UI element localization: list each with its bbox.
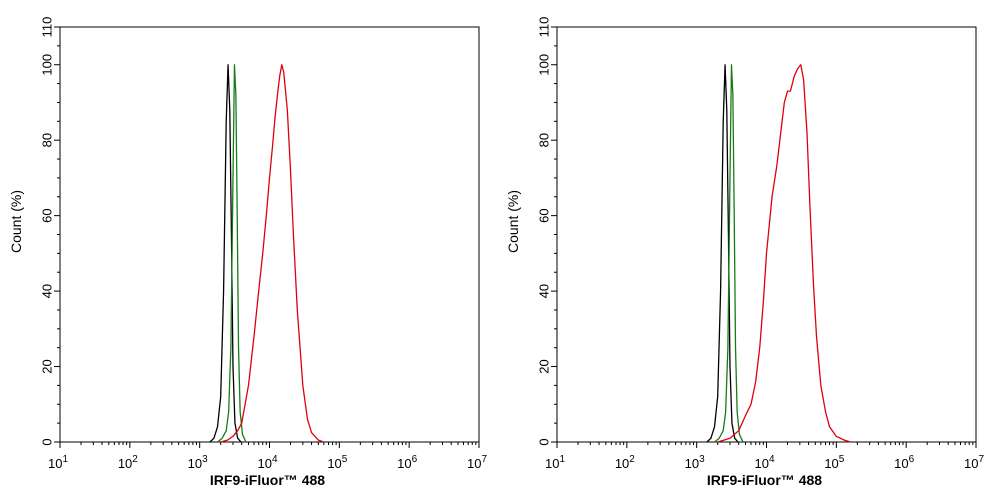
chart-panel-1: 101 102 103 104 105 106 107020406080100110IRF9…	[8, 17, 487, 488]
x-tick-base: 10	[118, 456, 132, 471]
x-tick-exponent: 1	[62, 454, 68, 465]
x-tick-exponent: 3	[202, 454, 208, 465]
histogram-series-1	[706, 64, 739, 443]
x-tick-base: 10	[824, 456, 838, 471]
x-tick-exponent: 2	[132, 454, 138, 465]
y-tick-label: 110	[40, 17, 55, 38]
x-tick-label: 105	[327, 454, 347, 471]
plot-frame	[59, 26, 480, 443]
y-axis-title: Count (%)	[505, 190, 521, 253]
x-tick-label: 107	[964, 454, 984, 471]
x-tick-label: 101	[48, 454, 68, 471]
x-tick-exponent: 7	[481, 454, 487, 465]
x-tick-base: 10	[48, 456, 62, 471]
x-tick-exponent: 6	[412, 454, 418, 465]
y-tick-label: 110	[537, 17, 552, 38]
x-tick-exponent: 6	[909, 454, 915, 465]
x-tick-label: 105	[824, 454, 844, 471]
y-tick-label: 40	[537, 284, 552, 298]
histogram-series-3	[717, 64, 851, 443]
histogram-series-2	[714, 64, 744, 443]
x-tick-base: 10	[257, 456, 271, 471]
x-tick-label: 104	[754, 454, 774, 471]
plot-frame	[556, 26, 977, 443]
x-tick-base: 10	[397, 456, 411, 471]
x-tick-label: 103	[188, 454, 208, 471]
x-tick-label: 102	[615, 454, 635, 471]
x-tick-label: 106	[894, 454, 914, 471]
y-tick-label: 20	[537, 359, 552, 373]
x-tick-exponent: 4	[272, 454, 278, 465]
x-tick-label: 101	[545, 454, 565, 471]
x-tick-label: 106	[397, 454, 417, 471]
x-tick-exponent: 5	[342, 454, 348, 465]
histogram-series-1	[209, 64, 242, 443]
y-tick-label: 0	[40, 438, 55, 445]
x-tick-base: 10	[615, 456, 629, 471]
y-tick-label: 40	[40, 284, 55, 298]
x-tick-base: 10	[685, 456, 699, 471]
x-axis-title: IRF9-iFluor™ 488	[210, 472, 325, 488]
x-tick-base: 10	[188, 456, 202, 471]
x-tick-base: 10	[467, 456, 481, 471]
x-tick-exponent: 3	[699, 454, 705, 465]
histogram-series-3	[220, 64, 325, 443]
y-tick-label: 60	[40, 208, 55, 222]
x-tick-label: 102	[118, 454, 138, 471]
x-axis-title: IRF9-iFluor™ 488	[707, 472, 822, 488]
x-tick-label: 107	[467, 454, 487, 471]
x-tick-exponent: 7	[978, 454, 984, 465]
x-tick-base: 10	[894, 456, 908, 471]
y-axis-title: Count (%)	[8, 190, 24, 253]
x-tick-label: 103	[685, 454, 705, 471]
x-tick-base: 10	[964, 456, 978, 471]
y-tick-label: 20	[40, 359, 55, 373]
x-tick-exponent: 2	[629, 454, 635, 465]
y-tick-label: 80	[537, 133, 552, 147]
chart-panel-2: 101 102 103 104 105 106 107020406080100110IRF9…	[505, 17, 984, 488]
y-tick-label: 100	[40, 54, 55, 76]
y-tick-label: 100	[537, 54, 552, 76]
x-tick-exponent: 1	[559, 454, 565, 465]
histogram-series-2	[217, 64, 247, 443]
x-tick-base: 10	[545, 456, 559, 471]
x-tick-exponent: 4	[769, 454, 775, 465]
x-tick-base: 10	[754, 456, 768, 471]
x-tick-label: 104	[257, 454, 277, 471]
y-tick-label: 80	[40, 133, 55, 147]
x-tick-base: 10	[327, 456, 341, 471]
x-tick-exponent: 5	[839, 454, 845, 465]
y-tick-label: 60	[537, 208, 552, 222]
y-tick-label: 0	[537, 438, 552, 445]
